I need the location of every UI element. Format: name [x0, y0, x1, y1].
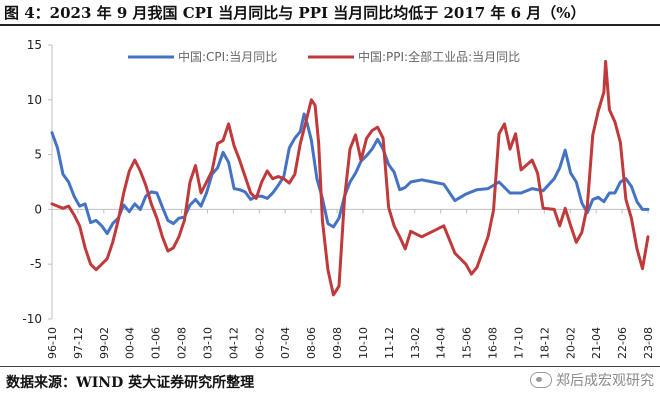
y-tick-label: 15 [27, 38, 42, 52]
x-tick-label: 07-04 [279, 327, 292, 359]
x-tick-label: 14-04 [435, 327, 448, 359]
x-tick-label: 17-10 [512, 327, 525, 359]
x-tick-label: 96-10 [46, 327, 59, 359]
wechat-icon [530, 372, 552, 388]
legend-cpi-label: 中国:CPI:当月同比 [178, 49, 277, 64]
x-tick-label: 02-08 [176, 327, 189, 359]
x-tick-label: 16-08 [487, 327, 500, 359]
chart-title: 图 4：2023 年 9 月我国 CPI 当月同比与 PPI 当月同比均低于 2… [0, 0, 660, 26]
y-tick-label: 0 [34, 202, 42, 216]
x-tick-label: 21-04 [590, 327, 603, 359]
line-chart: -10 -5 0 5 10 15 96-10 97-12 99-02 00-04 01-06 02-0… [22, 38, 655, 359]
figure-number: 图 4： [4, 4, 50, 22]
x-tick-label: 20-02 [564, 327, 577, 359]
y-tick-label: -10 [22, 312, 42, 326]
legend-ppi-label: 中国:PPI:全部工业品:当月同比 [358, 49, 520, 64]
x-tick-label: 08-06 [305, 327, 318, 359]
x-tick-label: 22-06 [616, 327, 629, 359]
data-source: 数据来源：WIND 英大证券研究所整理 [6, 375, 255, 391]
y-tick-label: 5 [34, 148, 42, 162]
watermark: 郑后成宏观研究 [530, 370, 654, 390]
y-tick-label: 10 [27, 93, 42, 107]
x-tick-label: 06-02 [253, 327, 266, 359]
x-tick-label: 00-04 [124, 327, 137, 359]
x-tick-label: 99-02 [98, 327, 111, 359]
x-tick-label: 09-08 [331, 327, 344, 359]
x-tick-label: 11-12 [383, 327, 396, 359]
x-tick-label: 97-12 [72, 327, 85, 359]
x-tick-label: 13-02 [409, 327, 422, 359]
x-tick-label: 03-10 [201, 327, 214, 359]
x-tick-label: 10-10 [357, 327, 370, 359]
x-tick-label: 01-06 [150, 327, 163, 359]
cpi-series-line [50, 112, 650, 235]
x-tick-label: 18-12 [538, 327, 551, 359]
x-tick-label: 23-08 [642, 327, 655, 359]
watermark-text: 郑后成宏观研究 [556, 373, 654, 389]
y-tick-label: -5 [30, 257, 42, 271]
ppi-series-line [50, 59, 650, 297]
x-tick-label: 15-06 [461, 327, 474, 359]
x-tick-label: 04-12 [227, 327, 240, 359]
footer-divider [0, 366, 660, 367]
figure-title: 2023 年 9 月我国 CPI 当月同比与 PPI 当月同比均低于 2017 … [49, 4, 586, 22]
